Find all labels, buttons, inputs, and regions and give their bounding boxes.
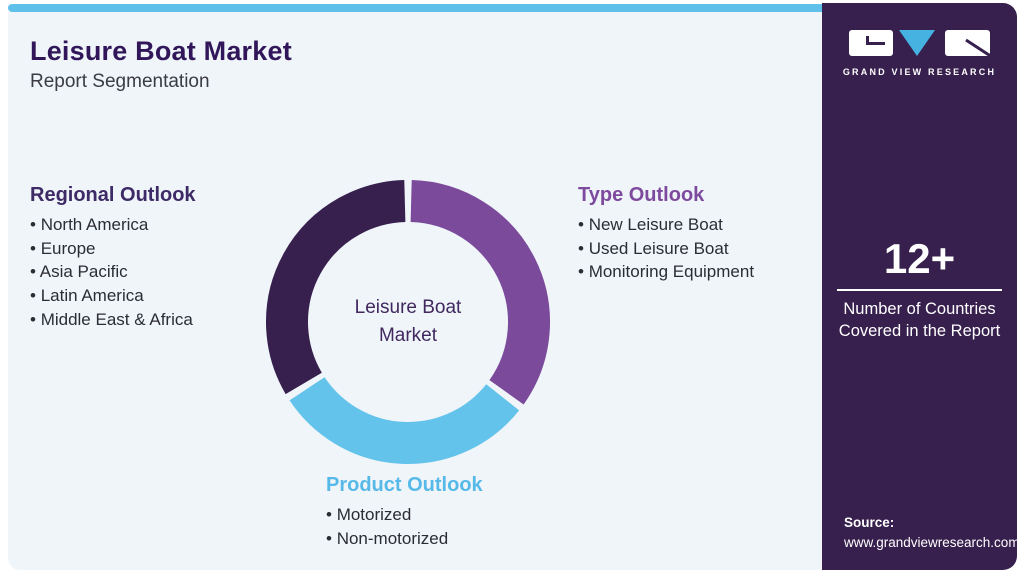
countries-stat-label: Number of Countries Covered in the Repor…: [838, 300, 1001, 340]
source-label: Source:: [844, 515, 895, 530]
top-accent-bar: [8, 4, 822, 12]
countries-stat: 12+ Number of Countries Covered in the R…: [822, 235, 1017, 343]
stat-divider: [837, 289, 1002, 292]
source-url: www.grandviewresearch.com: [844, 535, 1020, 551]
type-outlook-heading: Type Outlook: [578, 184, 705, 206]
header: Leisure Boat Market Report Segmentation: [30, 36, 292, 93]
page-title: Leisure Boat Market: [30, 36, 292, 66]
main-card: Leisure Boat Market Report Segmentation …: [8, 12, 822, 570]
donut-rings: [266, 180, 550, 464]
gvr-logo-icon: [849, 30, 990, 57]
donut-segment-product-outlook: [289, 376, 520, 464]
regional-outlook-section: Regional Outlook North AmericaEuropeAsia…: [30, 184, 196, 332]
brand-name: GRAND VIEW RESEARCH: [842, 67, 997, 77]
list-item: North America: [30, 213, 196, 237]
countries-stat-value: 12+: [883, 235, 956, 282]
segmentation-donut-chart: Leisure Boat Market: [263, 177, 553, 467]
product-outlook-list: MotorizedNon-motorized: [326, 503, 483, 551]
list-item: Non-motorized: [326, 527, 483, 551]
list-item: New Leisure Boat: [578, 213, 754, 237]
donut-segment-type-outlook: [410, 180, 550, 405]
regional-outlook-list: North AmericaEuropeAsia PacificLatin Ame…: [30, 213, 196, 332]
list-item: Latin America: [30, 284, 196, 308]
page-subtitle: Report Segmentation: [30, 71, 210, 92]
brand-logo: GRAND VIEW RESEARCH: [822, 30, 1017, 77]
source-block: Source: www.grandviewresearch.com: [844, 513, 1020, 554]
list-item: Middle East & Africa: [30, 308, 196, 332]
list-item: Used Leisure Boat: [578, 237, 754, 261]
type-outlook-section: Type Outlook New Leisure BoatUsed Leisur…: [578, 184, 754, 284]
product-outlook-section: Product Outlook MotorizedNon-motorized: [326, 474, 483, 551]
donut-segment-regional-outlook: [266, 180, 406, 395]
list-item: Asia Pacific: [30, 260, 196, 284]
list-item: Monitoring Equipment: [578, 260, 754, 284]
product-outlook-heading: Product Outlook: [326, 474, 483, 496]
type-outlook-list: New Leisure BoatUsed Leisure BoatMonitor…: [578, 213, 754, 284]
list-item: Motorized: [326, 503, 483, 527]
sidebar: GRAND VIEW RESEARCH 12+ Number of Countr…: [822, 3, 1020, 570]
list-item: Europe: [30, 237, 196, 261]
regional-outlook-heading: Regional Outlook: [30, 184, 196, 206]
